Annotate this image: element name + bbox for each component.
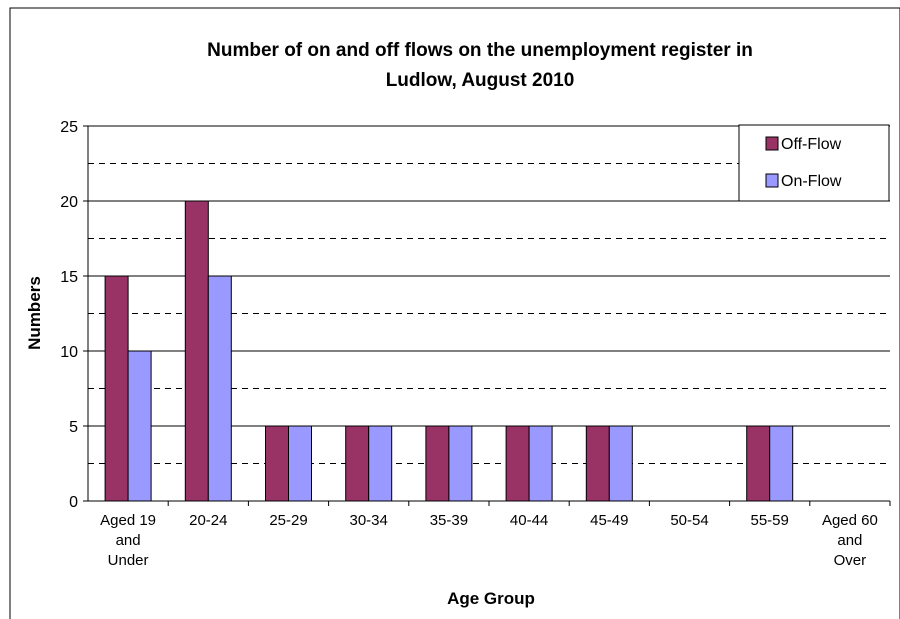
bar-off-flow — [104, 275, 129, 502]
x-category-label: Aged 60 — [822, 512, 878, 529]
bar-on-flow — [448, 425, 473, 502]
bar-off-flow — [585, 425, 610, 502]
x-category-label: 40-44 — [510, 512, 548, 529]
x-category-label: 45-49 — [590, 512, 628, 529]
y-tick-label: 5 — [69, 419, 78, 436]
x-category-label: 30-34 — [350, 512, 388, 529]
plot-area: 0 5 10 15 20 25 Aged 19 and Under 20-24 25-29 30-34… — [60, 119, 891, 569]
legend-label: Off-Flow — [781, 136, 842, 153]
bar-on-flow — [368, 425, 393, 502]
x-category-label: 35-39 — [430, 512, 468, 529]
legend-swatch — [765, 173, 779, 188]
x-category-label: 25-29 — [269, 512, 307, 529]
legend: Off-Flow On-Flow — [738, 124, 890, 202]
bar-off-flow — [425, 425, 450, 502]
x-category-label: Over — [834, 552, 867, 569]
y-tick-label: 15 — [60, 269, 78, 286]
x-axis-title: Age Group — [447, 589, 535, 608]
y-tick-label: 0 — [69, 494, 78, 511]
y-tick-label: 25 — [60, 119, 78, 136]
x-category-label: and — [116, 532, 141, 549]
x-category-label: 20-24 — [189, 512, 227, 529]
y-tick-label: 10 — [60, 344, 78, 361]
legend-label: On-Flow — [781, 173, 842, 190]
legend-box — [738, 124, 890, 202]
bar-on-flow — [608, 425, 633, 502]
chart-title-line-2: Ludlow, August 2010 — [386, 70, 575, 91]
x-category-label: 50-54 — [670, 512, 708, 529]
legend-swatch — [765, 136, 779, 151]
x-category-label: and — [837, 532, 862, 549]
chart-title-line-1: Number of on and off flows on the unempl… — [207, 40, 753, 61]
x-category-label: Aged 19 — [100, 512, 156, 529]
x-category-label: 55-59 — [751, 512, 789, 529]
bar-off-flow — [265, 425, 289, 502]
bar-off-flow — [345, 425, 370, 502]
bar-off-flow — [746, 425, 771, 502]
bar-off-flow — [184, 200, 209, 502]
x-category-label: Under — [108, 552, 149, 569]
bar-on-flow — [769, 425, 794, 502]
bar-on-flow — [207, 275, 232, 502]
bar-on-flow — [288, 425, 312, 502]
y-axis-title: Numbers — [25, 276, 44, 350]
bar-on-flow — [528, 425, 553, 502]
y-tick-label: 20 — [60, 194, 78, 211]
bar-on-flow — [127, 350, 152, 502]
bar-off-flow — [505, 425, 530, 502]
